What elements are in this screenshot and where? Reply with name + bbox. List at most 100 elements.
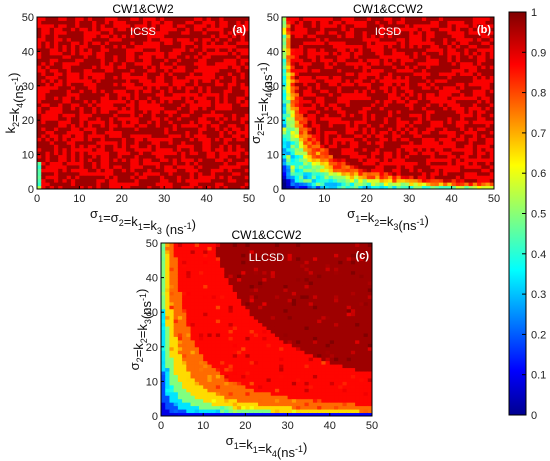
heatmap-cell (117, 161, 123, 166)
heatmap-cell (104, 37, 110, 42)
heatmap-cell (53, 171, 59, 176)
heatmap-cell (421, 151, 427, 156)
heatmap-cell (193, 44, 199, 49)
heatmap-cell (41, 44, 46, 49)
heatmap-cell (421, 92, 427, 97)
heatmap-cell (413, 116, 419, 121)
heatmap-cell (79, 54, 85, 59)
heatmap-cell (400, 47, 406, 52)
heatmap-cell (240, 41, 246, 46)
heatmap-cell (240, 161, 246, 166)
heatmap-cell (215, 58, 220, 63)
heatmap-cell (100, 130, 106, 135)
heatmap-cell (447, 34, 453, 39)
heatmap-cell (155, 123, 161, 128)
heatmap-cell (185, 82, 191, 87)
heatmap-cell (49, 178, 55, 183)
heatmap-cell (45, 17, 51, 21)
heatmap-cell (379, 168, 385, 173)
heatmap-cell (430, 158, 436, 162)
heatmap-cell (126, 171, 131, 176)
heatmap-cell (87, 123, 93, 128)
heatmap-cell (62, 137, 68, 142)
heatmap-cell (303, 164, 308, 169)
heatmap-cell (134, 27, 140, 32)
heatmap-cell (151, 103, 157, 107)
heatmap-cell (426, 89, 431, 94)
heatmap-cell (121, 185, 127, 189)
heatmap-cell (202, 72, 208, 76)
y-tick-label: 20 (22, 115, 34, 127)
heatmap-cell (315, 140, 321, 145)
heatmap-cell (104, 137, 110, 142)
heatmap-cell (227, 127, 233, 132)
heatmap-cell (417, 154, 423, 159)
heatmap-cell (121, 68, 127, 73)
heatmap-cell (37, 82, 42, 87)
heatmap-cell (455, 99, 461, 104)
heatmap-cell (223, 65, 229, 70)
heatmap-cell (451, 123, 457, 128)
heatmap-cell (345, 92, 351, 97)
heatmap-cell (62, 61, 68, 66)
heatmap-cell (290, 82, 296, 87)
heatmap-cell (464, 23, 470, 28)
heatmap-cell (413, 75, 419, 80)
heatmap-cell (455, 44, 461, 49)
heatmap-cell (396, 127, 402, 132)
heatmap-cell (409, 171, 414, 176)
heatmap-cell (92, 164, 97, 169)
heatmap-cell (388, 116, 393, 121)
heatmap-cell (236, 154, 242, 159)
heatmap-cell (358, 47, 364, 52)
heatmap-cell (53, 178, 59, 183)
heatmap-cell (244, 96, 249, 101)
heatmap-cell (383, 178, 389, 183)
heatmap-cell (324, 133, 330, 138)
heatmap-cell (164, 116, 169, 121)
heatmap-cell (438, 44, 444, 49)
heatmap-cell (147, 158, 152, 162)
heatmap-cell (240, 158, 246, 162)
heatmap-cell (438, 144, 444, 149)
heatmap-cell (362, 96, 368, 101)
heatmap-cell (354, 75, 359, 80)
heatmap-cell (96, 17, 102, 21)
heatmap-cell (311, 137, 317, 142)
heatmap-cell (159, 47, 165, 52)
heatmap-cell (328, 140, 334, 145)
heatmap-cell (307, 75, 313, 80)
heatmap-cell (206, 41, 212, 46)
heatmap-cell (324, 185, 330, 189)
heatmap-cell (87, 154, 93, 159)
heatmap-cell (75, 72, 80, 76)
heatmap-cell (181, 30, 186, 35)
heatmap-cell (185, 27, 191, 32)
heatmap-cell (324, 171, 330, 176)
heatmap-cell (202, 151, 208, 156)
heatmap-cell (400, 96, 406, 101)
heatmap-cell (134, 44, 140, 49)
heatmap-cell (404, 72, 410, 76)
heatmap-cell (396, 30, 402, 35)
heatmap-cell (151, 133, 157, 138)
heatmap-cell (383, 23, 389, 28)
heatmap-cell (358, 178, 364, 183)
heatmap-cell (168, 158, 174, 162)
heatmap-cell (53, 17, 59, 21)
heatmap-cell (198, 133, 203, 138)
heatmap-cell (362, 144, 368, 149)
heatmap-cell (396, 185, 402, 189)
heatmap-cell (481, 82, 487, 87)
heatmap-cell (227, 27, 233, 32)
heatmap-cell (282, 178, 287, 183)
heatmap-cell (121, 58, 127, 63)
heatmap-cell (332, 154, 338, 159)
heatmap-cell (286, 113, 291, 118)
heatmap-cell (455, 30, 461, 35)
heatmap-cell (143, 130, 148, 135)
heatmap-cell (371, 82, 376, 87)
heatmap-cell (460, 147, 465, 152)
heatmap-cell (66, 23, 72, 28)
heatmap-cell (138, 168, 144, 173)
